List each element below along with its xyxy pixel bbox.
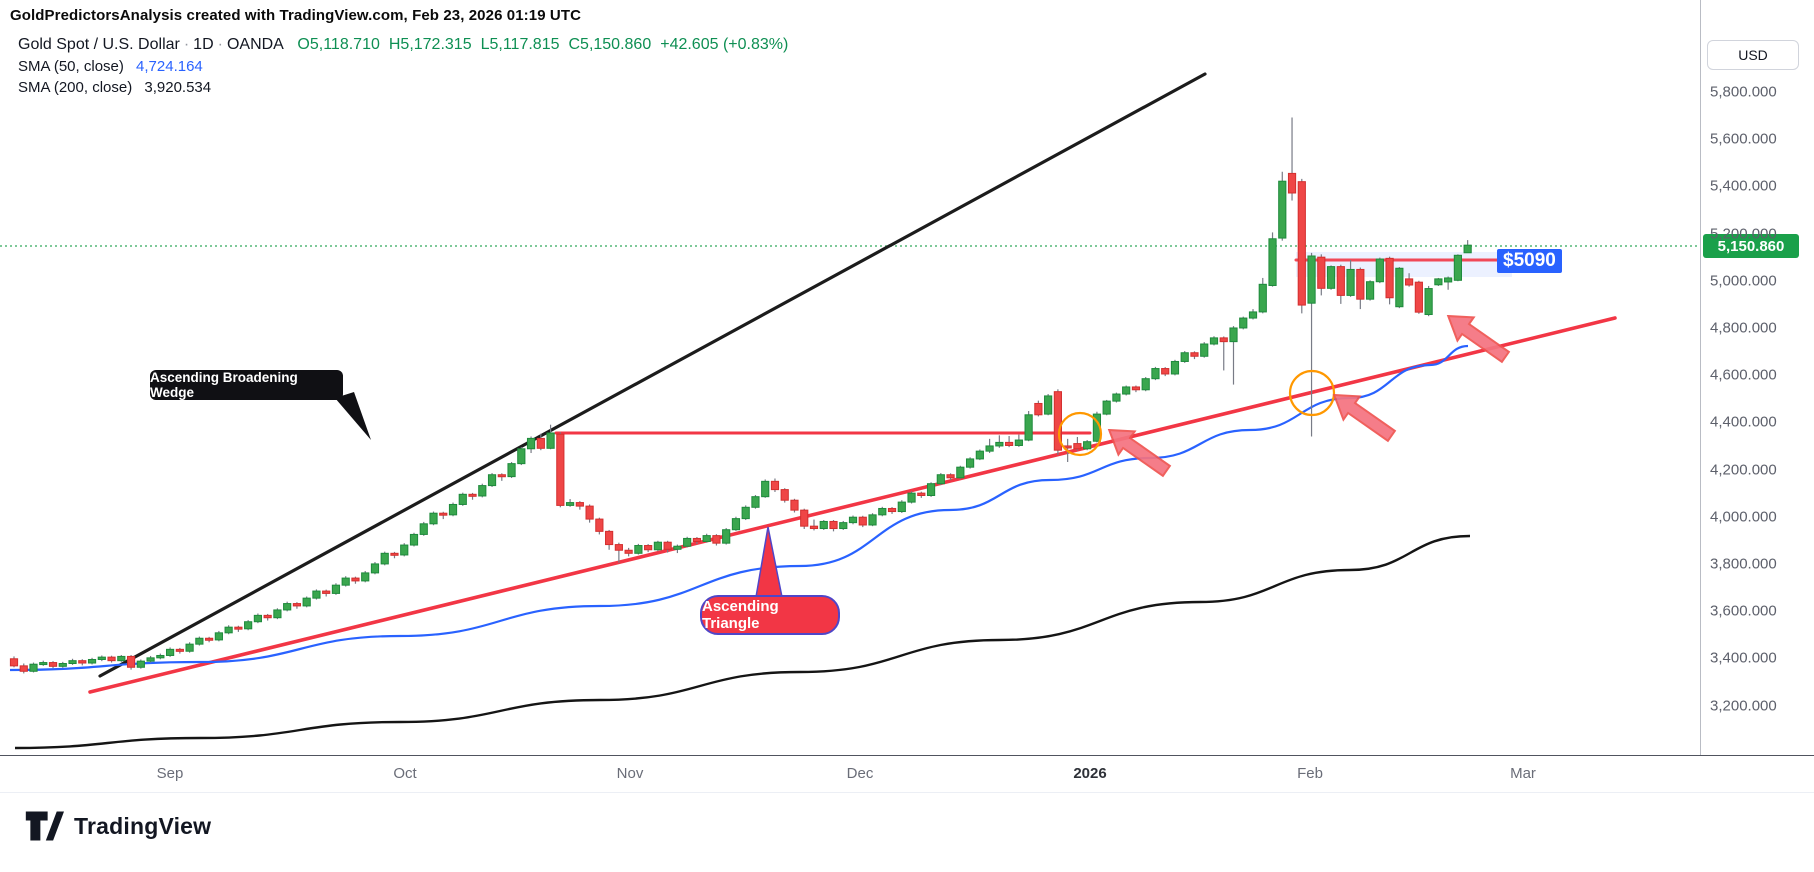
ascending-trendline[interactable] xyxy=(88,316,1617,694)
highlight-circle-1[interactable] xyxy=(1057,411,1103,457)
footer-separator xyxy=(0,792,1814,793)
last-price-label: 5,150.860 xyxy=(1703,234,1799,258)
tradingview-logo-icon xyxy=(25,811,64,841)
price-tick-4,600.000: 4,600.000 xyxy=(1710,366,1777,384)
ohlc-values: O5,118.710 H5,172.315 L5,117.815 C5,150.860… xyxy=(297,36,797,53)
price-tick-4,400.000: 4,400.000 xyxy=(1710,413,1777,431)
price-tick-3,200.000: 3,200.000 xyxy=(1710,697,1777,714)
price-tick-4,200.000: 4,200.000 xyxy=(1710,461,1777,479)
price-tick-5,000.000: 5,000.000 xyxy=(1710,272,1777,290)
exchange-label: OANDA xyxy=(226,36,283,53)
highlight-circle-2[interactable] xyxy=(1288,369,1336,417)
open-value: O5,118.710 xyxy=(297,36,380,53)
price-tick-5,200.000: 5,200.000 xyxy=(1710,225,1777,243)
price-axis-separator xyxy=(1700,0,1701,755)
time-tick-Oct: Oct xyxy=(393,765,417,782)
time-tick-Dec: Dec xyxy=(846,765,874,782)
sma50-line[interactable] xyxy=(9,344,1469,672)
time-tick-Mar: Mar xyxy=(1510,765,1536,782)
time-axis-separator xyxy=(0,755,1814,756)
candlestick-series[interactable] xyxy=(9,117,1472,674)
sma50-value: 4,724.164 xyxy=(136,58,203,75)
low-value: L5,117.815 xyxy=(480,36,560,53)
symbol-name[interactable]: Gold Spot / U.S. Dollar xyxy=(18,36,180,53)
support-arrow-3[interactable] xyxy=(1440,305,1514,368)
time-tick-2026: 2026 xyxy=(1073,765,1107,782)
interval-label[interactable]: 1D xyxy=(193,36,214,53)
close-value: C5,150.860 xyxy=(568,36,652,53)
price-tick-3,600.000: 3,600.000 xyxy=(1710,602,1777,620)
sma200-label: SMA (200, close) xyxy=(18,79,133,96)
price-axis[interactable]: USD 5,150.860 5,800.000 5,600.000 5,400.00… xyxy=(1701,0,1814,755)
wedge-label-pointer[interactable] xyxy=(335,392,371,440)
symbol-row[interactable]: Gold Spot / U.S. Dollar · 1D · OANDA O5,118.… xyxy=(18,36,797,54)
triangle-annotation-label[interactable]: Ascending Triangle xyxy=(700,595,840,635)
triangle-label-pointer[interactable] xyxy=(755,526,783,598)
chart-area[interactable] xyxy=(0,0,1700,755)
high-value: H5,172.315 xyxy=(388,36,472,53)
price-tick-3,400.000: 3,400.000 xyxy=(1710,649,1777,667)
candlestick-chart[interactable] xyxy=(0,0,1700,755)
currency-usd-button[interactable]: USD xyxy=(1707,40,1799,70)
wedge-upper-trendline[interactable] xyxy=(98,72,1207,678)
tradingview-logo-text: TradingView xyxy=(74,812,212,839)
change-value: +42.605 (+0.83%) xyxy=(660,36,789,53)
price-tick-3,800.000: 3,800.000 xyxy=(1710,555,1777,573)
page-title: GoldPredictorsAnalysis created with Trad… xyxy=(10,7,582,24)
sma50-legend[interactable]: SMA (50, close) 4,724.164 xyxy=(18,58,797,75)
time-tick-Nov: Nov xyxy=(616,765,644,782)
wedge-annotation-label[interactable]: Ascending Broadening Wedge xyxy=(150,370,343,400)
price-tick-5,600.000: 5,600.000 xyxy=(1710,130,1777,148)
price-tick-4,000.000: 4,000.000 xyxy=(1710,508,1777,526)
price-tick-5,400.000: 5,400.000 xyxy=(1710,177,1777,195)
sma200-line[interactable] xyxy=(14,534,1471,750)
support-arrow-1[interactable] xyxy=(1101,419,1175,482)
sma200-value: 3,920.534 xyxy=(144,79,212,96)
chart-legend[interactable]: Gold Spot / U.S. Dollar · 1D · OANDA O5,118.… xyxy=(18,36,797,96)
time-tick-Sep: Sep xyxy=(156,765,184,782)
tradingview-brand[interactable]: TradingView xyxy=(24,808,211,844)
support-arrow-2[interactable] xyxy=(1326,384,1400,447)
price-tick-4,800.000: 4,800.000 xyxy=(1710,319,1777,337)
sma200-legend[interactable]: SMA (200, close) 3,920.534 xyxy=(18,79,797,96)
time-tick-Feb: Feb xyxy=(1297,765,1323,782)
price-tick-5,800.000: 5,800.000 xyxy=(1710,83,1777,101)
time-axis[interactable]: Sep Oct Nov Dec 2026 Feb Mar xyxy=(0,756,1700,792)
sma50-label: SMA (50, close) xyxy=(18,58,124,75)
price-flag-5090[interactable]: $5090 xyxy=(1497,249,1562,273)
